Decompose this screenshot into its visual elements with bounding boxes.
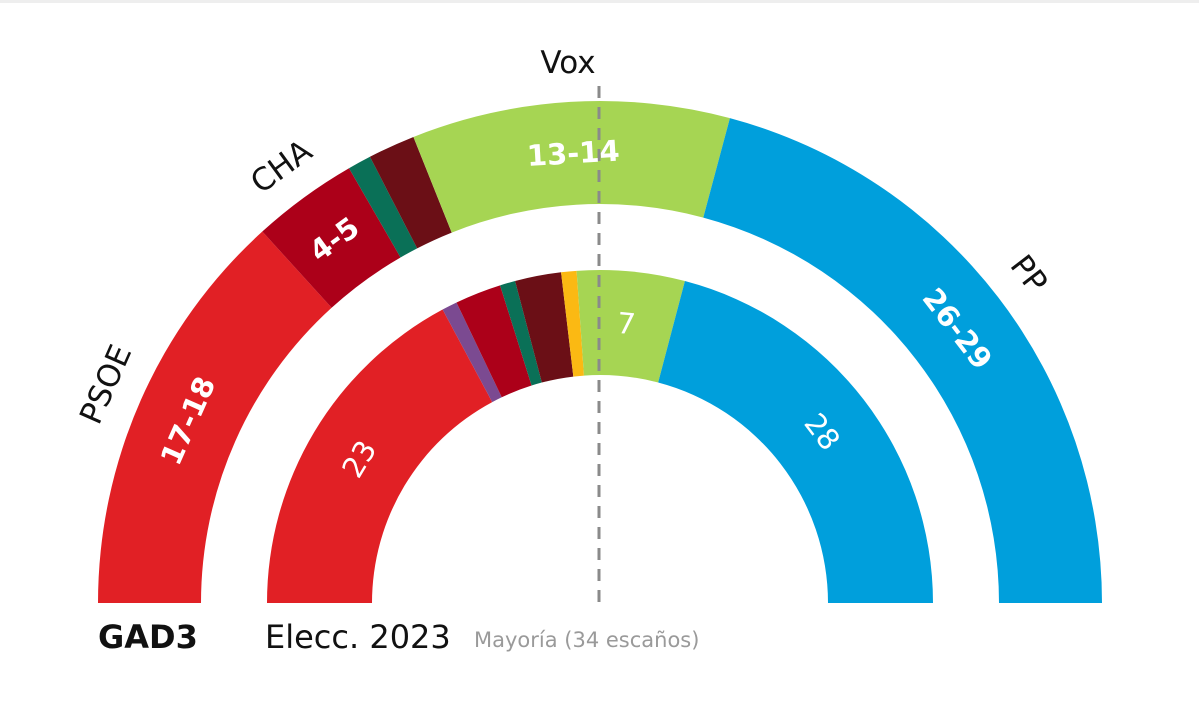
rings-group bbox=[98, 101, 1103, 604]
inner-ring-segment-otros-verde- bbox=[500, 281, 542, 386]
outer-ring-segment-psoe bbox=[98, 231, 332, 603]
inner-ring-segment-otros-granate- bbox=[515, 272, 574, 383]
outer-label-vox: 13-14 bbox=[526, 134, 621, 173]
inner-ring-segment-vox bbox=[576, 270, 685, 383]
top-divider bbox=[0, 0, 1199, 3]
party-label-pp: PP bbox=[1003, 248, 1054, 300]
party-label-cha: CHA bbox=[244, 133, 319, 201]
legend-elections-2023: Elecc. 2023 bbox=[265, 618, 451, 656]
party-label-psoe: PSOE bbox=[73, 340, 139, 430]
outer-ring-segment-otros-verde- bbox=[349, 156, 418, 258]
inner-ring-segment-amarillo bbox=[561, 270, 584, 377]
outer-ring-segment-vox bbox=[413, 101, 730, 233]
inner-label-vox: 7 bbox=[615, 306, 637, 342]
outer-ring-segment-pp bbox=[703, 118, 1103, 604]
inner-ring-segment-psoe bbox=[267, 309, 493, 603]
inner-ring-segment-cha bbox=[456, 285, 532, 398]
legend-majority: Mayoría (34 escaños) bbox=[474, 628, 700, 652]
outer-ring-segment-cha bbox=[262, 168, 401, 308]
inner-ring-segment-pp bbox=[658, 281, 933, 603]
outer-ring-segment-otros-granate- bbox=[369, 136, 452, 249]
inner-ring-segment-morado bbox=[442, 302, 502, 403]
legend-source-gad3: GAD3 bbox=[98, 618, 198, 656]
party-label-vox: Vox bbox=[540, 45, 595, 81]
